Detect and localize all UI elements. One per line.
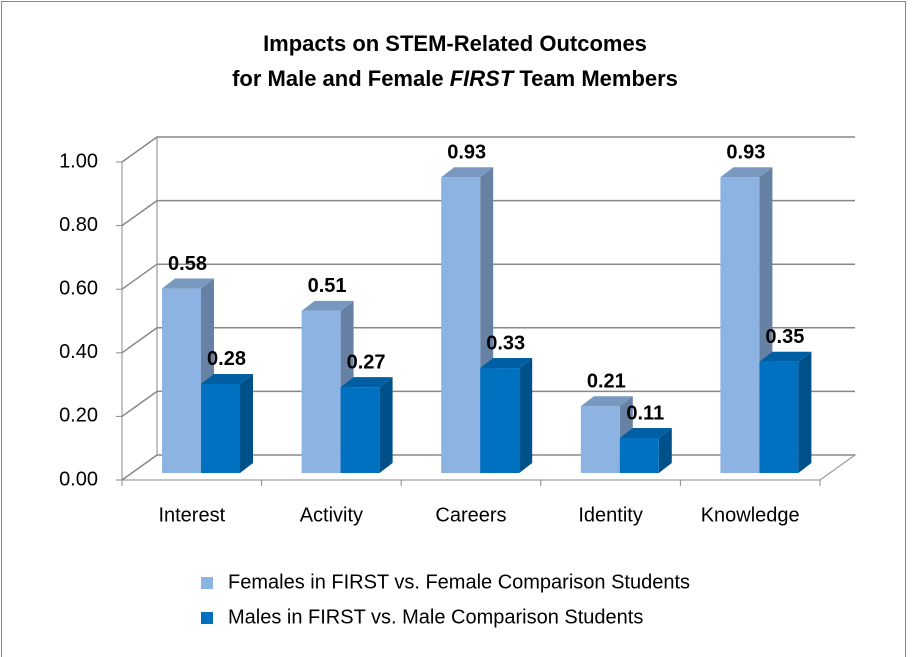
bar-top	[201, 373, 253, 384]
bar-side	[519, 358, 533, 473]
bar	[201, 383, 240, 473]
y-tick-label: 0.00	[59, 468, 98, 490]
x-tick-label: Careers	[435, 504, 506, 526]
bar	[301, 310, 341, 473]
data-label: 0.51	[308, 275, 347, 297]
bar	[580, 406, 620, 473]
bar-side	[240, 373, 253, 473]
bar	[441, 177, 481, 473]
data-label: 0.93	[447, 142, 486, 164]
bar-top	[619, 428, 672, 439]
bar	[162, 288, 201, 473]
x-tick-label: Knowledge	[701, 504, 800, 526]
side-wall	[121, 136, 158, 481]
grid-line	[121, 327, 855, 354]
bar	[619, 438, 659, 473]
legend-label: Males in FIRST vs. Male Comparison Stude…	[228, 606, 643, 628]
bar	[720, 177, 760, 473]
grid-line	[121, 263, 855, 290]
y-tick-label: 1.00	[59, 150, 98, 172]
data-label: 0.93	[726, 142, 765, 164]
bar	[340, 387, 380, 473]
data-label: 0.11	[626, 402, 664, 424]
chart-title: for Male and Female FIRST Team Members	[232, 66, 678, 91]
bar-top	[720, 167, 773, 178]
bar-top	[340, 377, 393, 388]
grid-line	[121, 199, 855, 227]
bar-side	[658, 428, 672, 473]
chart-title: Impacts on STEM-Related Outcomes	[263, 31, 647, 56]
data-label: 0.21	[587, 371, 626, 393]
legend-swatch	[201, 577, 213, 589]
bar	[759, 361, 799, 473]
bar-side	[798, 351, 812, 473]
y-tick-label: 0.40	[59, 341, 98, 363]
bar-top	[162, 278, 214, 289]
x-tick-label: Interest	[158, 504, 225, 526]
bar-top	[301, 300, 354, 311]
data-label: 0.27	[347, 351, 386, 373]
title-run: Team Members	[513, 66, 678, 91]
grid-line	[121, 136, 855, 163]
bar-top	[480, 358, 533, 369]
legend-swatch	[201, 612, 213, 624]
data-label: 0.58	[168, 253, 207, 275]
x-tick-label: Activity	[300, 504, 363, 526]
y-tick-label: 0.60	[59, 277, 98, 299]
data-label: 0.28	[207, 348, 246, 370]
bar-top	[441, 167, 494, 178]
bar	[480, 368, 520, 473]
data-label: 0.35	[765, 326, 804, 348]
x-tick-label: Identity	[578, 504, 642, 526]
legend-label: Females in FIRST vs. Female Comparison S…	[228, 571, 690, 593]
title-run: for Male and Female	[232, 66, 450, 91]
bar-side	[379, 377, 393, 473]
title-run: FIRST	[450, 66, 515, 91]
y-tick-label: 0.80	[59, 214, 98, 236]
y-tick-label: 0.20	[59, 405, 98, 427]
bar-top	[759, 351, 812, 362]
data-label: 0.33	[486, 332, 525, 354]
grid-line	[121, 390, 855, 418]
bar-top	[580, 396, 633, 407]
